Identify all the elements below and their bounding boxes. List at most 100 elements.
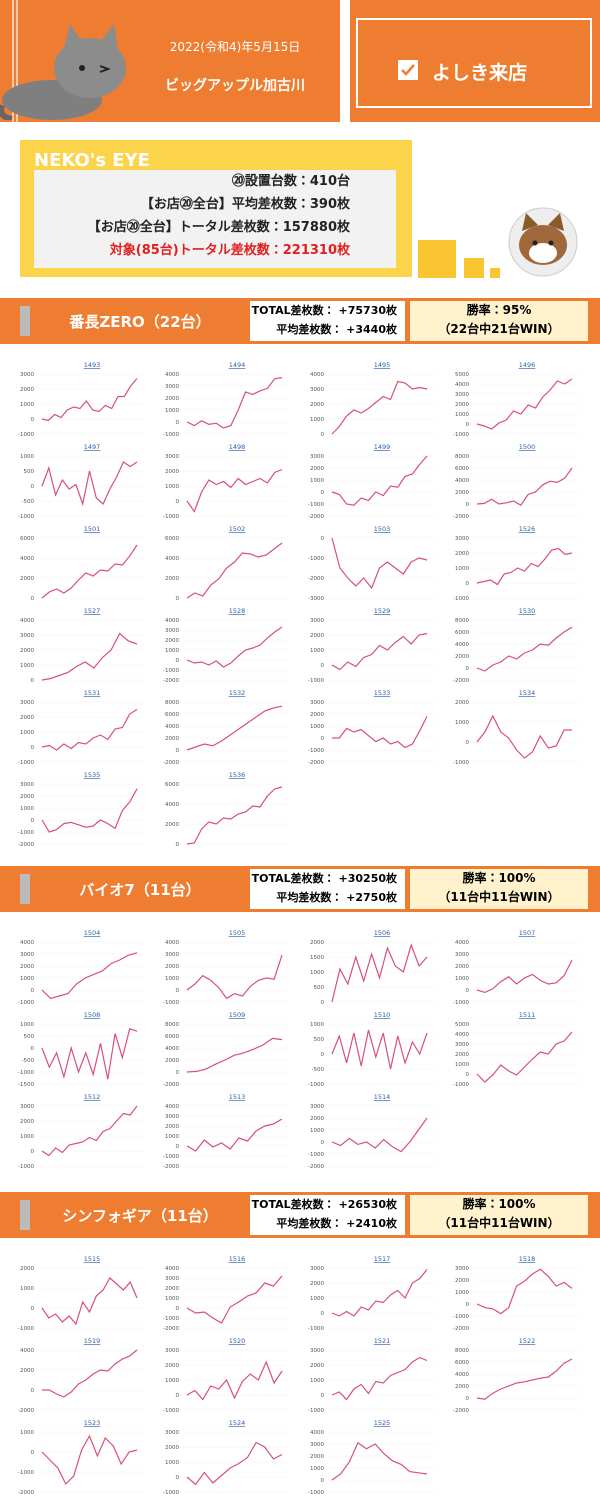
y-tick-label: 2000 [310,466,324,472]
y-tick-label: 6000 [165,782,179,788]
y-tick-label: 0 [466,666,470,672]
y-tick-label: 1000 [455,412,469,418]
line [476,1358,573,1400]
chart-title: 1528 [229,607,246,615]
y-tick-label: 2000 [455,551,469,557]
y-tick-label: -2000 [18,1408,34,1414]
y-tick-label: 1000 [165,1296,179,1302]
y-tick-label: 2000 [165,396,179,402]
y-tick-label: -2000 [308,1164,324,1170]
y-tick-label: -1000 [308,556,324,562]
y-tick-label: 0 [321,1478,325,1484]
line [186,786,283,845]
chart-title: 1526 [519,525,536,533]
store-name: ビッグアップル加古川 [165,78,305,94]
y-tick-label: 4000 [310,372,324,378]
y-tick-label: 2000 [455,402,469,408]
visit-label: よしき来店 [432,62,528,84]
y-tick-label: 6000 [165,1034,179,1040]
chart-title: 1506 [374,929,391,937]
chart-title: 1511 [519,1011,536,1019]
mini-chart: 1508 -1500 -1000 -500 0 500 1000 [18,1011,145,1088]
chart-title: 1530 [519,607,536,615]
y-tick-label: 3000 [455,1042,469,1048]
stat-line: 【お店⑳全台】平均差枚数：390枚 [140,197,350,212]
y-tick-label: 4000 [455,478,469,484]
mini-chart: 1529 -1000 0 1000 2000 3000 [308,607,435,684]
y-tick-label: 1000 [310,1466,324,1472]
chart-grid: 1504 -1000 0 1000 2000 3000 4000 1505 -1000 0 1000… [0,926,600,1172]
mini-chart: 1497 -1000 -500 0 500 1000 [18,443,145,520]
y-tick-label: 4000 [165,940,179,946]
y-tick-label: -2000 [308,514,324,520]
y-tick-label: 2000 [165,736,179,742]
y-tick-label: 3000 [165,1276,179,1282]
chart-title: 1534 [519,689,536,697]
chart-title: 1512 [84,1093,101,1101]
y-tick-label: 0 [176,658,180,664]
line [331,1269,428,1317]
chart-title: 1496 [519,361,536,369]
y-tick-label: 0 [31,1149,35,1155]
line [186,377,283,429]
y-tick-label: 2000 [165,1445,179,1451]
y-tick-label: 2000 [455,490,469,496]
y-tick-label: 1000 [165,648,179,654]
y-tick-label: 6000 [165,536,179,542]
y-tick-label: 0 [31,1388,35,1394]
y-tick-label: -2000 [163,1082,179,1088]
y-tick-label: -1000 [18,1470,34,1476]
chart-title: 1522 [519,1337,536,1345]
y-tick-label: 0 [176,988,180,994]
y-tick-label: 4000 [165,1046,179,1052]
y-tick-label: 3000 [310,1266,324,1272]
y-tick-label: 4000 [455,940,469,946]
chart-title: 1514 [374,1093,391,1101]
y-tick-label: 3000 [455,536,469,542]
average: 平均差枚数： +2410枚 [276,1217,397,1230]
chart-title: 1523 [84,1419,101,1427]
y-tick-label: 3000 [165,454,179,460]
y-tick-label: 1000 [310,1296,324,1302]
y-tick-label: 1000 [310,478,324,484]
line [332,716,428,749]
y-tick-label: 3000 [165,628,179,634]
line [476,1031,573,1083]
y-tick-label: 0 [321,490,325,496]
line [186,542,283,599]
section-title: バイオ7（11台） [79,881,201,899]
stat-line: ⑳設置台数：410台 [231,174,350,189]
y-tick-label: 1000 [20,730,34,736]
line [331,1356,428,1401]
y-tick-label: 2000 [310,1454,324,1460]
mini-chart: 1535 -2000 -1000 0 1000 2000 3000 [18,771,145,848]
y-tick-label: -1000 [163,1154,179,1160]
y-tick-label: 4000 [455,382,469,388]
y-tick-label: -500 [22,1058,35,1064]
y-tick-label: 4000 [455,1032,469,1038]
chart-title: 1529 [374,607,391,615]
y-tick-label: 1000 [455,1290,469,1296]
y-tick-label: 1000 [20,1134,34,1140]
y-tick-label: -1000 [453,1000,469,1006]
y-tick-label: 500 [314,1037,325,1043]
y-tick-label: 3000 [165,952,179,958]
y-tick-label: -1000 [18,432,34,438]
y-tick-label: 2000 [165,1286,179,1292]
y-tick-label: 4000 [165,802,179,808]
mini-chart: 1512 -1000 0 1000 2000 3000 [18,1093,145,1170]
line [476,959,573,994]
y-tick-label: 2000 [165,1124,179,1130]
line [186,1275,283,1324]
y-tick-label: 3000 [455,952,469,958]
visit-banner: よしき来店 [350,0,600,122]
y-tick-label: 2000 [20,648,34,654]
y-tick-label: 1000 [455,720,469,726]
check-icon [398,60,418,80]
y-tick-label: 0 [321,432,325,438]
y-tick-label: -1000 [163,1316,179,1322]
mini-chart: 1507 -1000 0 1000 2000 3000 4000 [453,929,580,1006]
mini-chart: 1516 -2000 -1000 0 1000 2000 3000 4000 [163,1255,290,1332]
mini-chart: 1513 -2000 -1000 0 1000 2000 3000 4000 [163,1093,290,1170]
